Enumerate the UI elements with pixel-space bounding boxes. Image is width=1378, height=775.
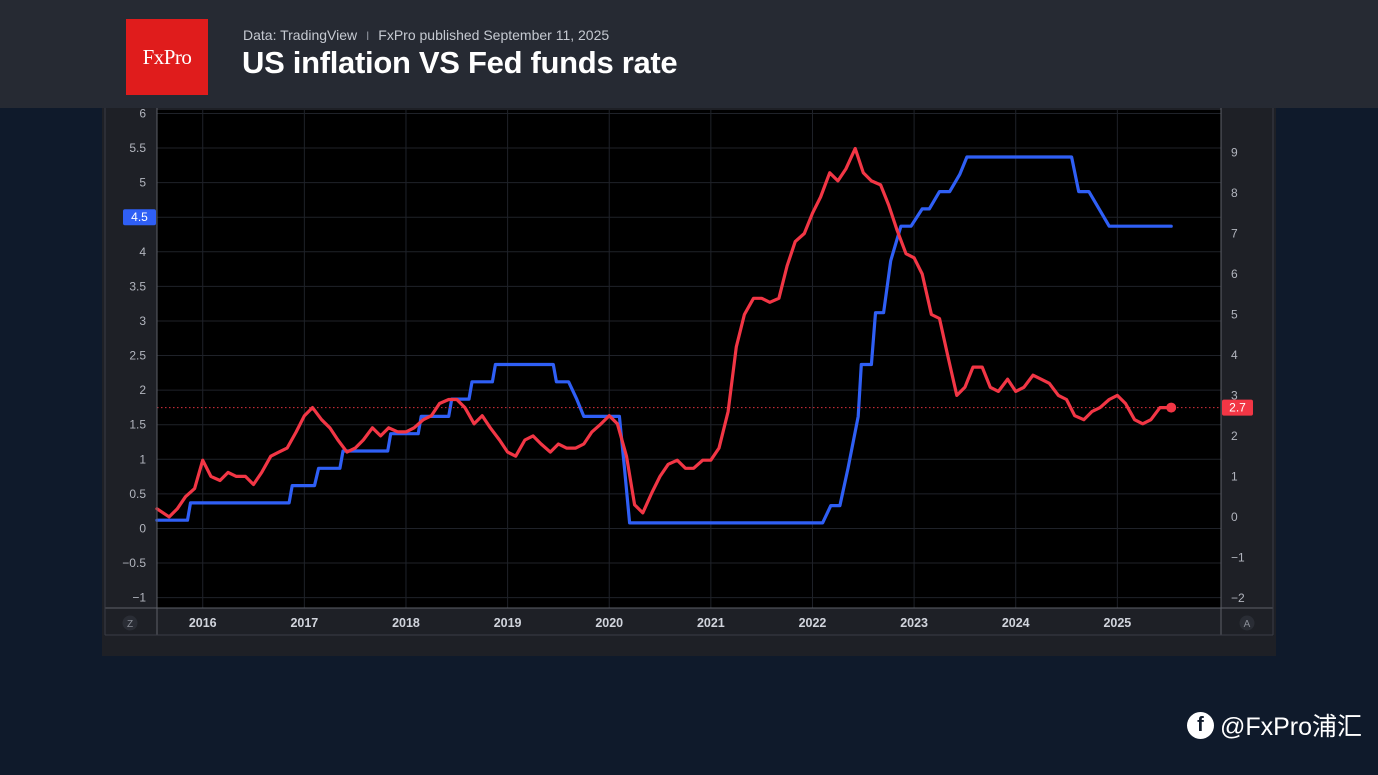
x-tick-label: 2018 [392, 616, 420, 630]
left-axis: 6 5.5 5 4.5 4 3.5 3 2.5 2 1.5 1 0.5 0 −0.5 −1 [122, 108, 146, 605]
right-tick-label: 6 [1231, 267, 1238, 281]
fxpro-logo: FxPro [126, 19, 208, 95]
left-tick-label: 4 [139, 245, 146, 259]
x-tick-label: 2020 [595, 616, 623, 630]
x-tick-label: 2017 [290, 616, 318, 630]
grid-lines [157, 110, 1221, 608]
page-title: US inflation VS Fed funds rate [242, 45, 678, 80]
corner-label-left: Z [127, 619, 133, 630]
right-tick-label: −2 [1231, 591, 1245, 605]
corner-label-left-badge [122, 615, 138, 631]
right-tick-label: 0 [1231, 510, 1238, 524]
value-markers: 2.7 4.5 [123, 209, 1253, 416]
meta-separator: I [366, 29, 370, 43]
left-tick-label: 0 [139, 521, 146, 535]
left-tick-label: 5.5 [129, 141, 146, 155]
watermark: f @FxPro浦汇 [1186, 707, 1362, 743]
x-tick-label: 2022 [799, 616, 827, 630]
line-chart[interactable]: 65.554.543.532.521.510.50−0.5−1 98765432… [102, 108, 1276, 656]
x-axis: 2016 2017 2018 2019 2020 2021 2022 2023 2024 2025 [189, 616, 1131, 630]
x-tick-label: 2019 [494, 616, 522, 630]
left-tick-label: 6 [139, 108, 146, 120]
right-tick-label: 7 [1231, 226, 1238, 240]
right-tick-label: 5 [1231, 307, 1238, 321]
left-tick-label: −1 [132, 591, 146, 605]
inflation-price-label-bg [1222, 399, 1253, 416]
header-bar: FxPro Data: TradingView I FxPro publishe… [0, 0, 1378, 108]
fed-price-label-bg [123, 209, 156, 226]
left-tick-label: −0.5 [122, 556, 146, 570]
corner-label-right-badge [1239, 615, 1255, 631]
inflation-line [155, 146, 1173, 519]
left-tick-label: 3 [139, 314, 146, 328]
fed-price-label: 4.5 [131, 210, 148, 224]
inflation-price-label: 2.7 [1229, 401, 1246, 415]
right-tick-label: −1 [1231, 550, 1245, 564]
right-tick-label: 2 [1231, 429, 1238, 443]
chart-panel: 65.554.543.532.521.510.50−0.5−1 98765432… [102, 108, 1276, 656]
weibo-icon: f [1186, 711, 1214, 739]
x-tick-label: 2016 [189, 616, 217, 630]
plot-area [157, 110, 1221, 608]
x-tick-label: 2023 [900, 616, 928, 630]
x-tick-label: 2024 [1002, 616, 1030, 630]
right-tick-label: 8 [1231, 186, 1238, 200]
watermark-text: @FxPro浦汇 [1219, 713, 1362, 741]
published-by: FxPro published [378, 27, 480, 43]
x-tick-label: 2025 [1103, 616, 1131, 630]
left-tick-label: 3.5 [129, 279, 146, 293]
left-tick-label: 2.5 [129, 349, 146, 363]
fed-rate-line [155, 155, 1173, 525]
left-tick-label: 1 [139, 452, 146, 466]
left-tick-label: 5 [139, 176, 146, 190]
left-tick-label: 0.5 [129, 487, 146, 501]
corner-label-right: A [1244, 619, 1251, 630]
inflation-last-point [1166, 402, 1177, 413]
series-lines [155, 146, 1173, 525]
x-tick-label: 2021 [697, 616, 725, 630]
right-axis: 9 8 7 6 5 4 3 2 1 0 −1 −2 [1231, 146, 1245, 605]
left-tick-label: 2 [139, 383, 146, 397]
publish-date: September 11, 2025 [483, 27, 610, 43]
right-tick-label: 1 [1231, 469, 1238, 483]
right-tick-label: 4 [1231, 348, 1238, 362]
right-tick-label: 9 [1231, 146, 1238, 160]
right-tick-label: 3 [1231, 388, 1238, 402]
publish-meta: Data: TradingView I FxPro published Sept… [243, 27, 609, 43]
data-source: Data: TradingView [243, 27, 358, 43]
left-tick-label: 1.5 [129, 418, 146, 432]
